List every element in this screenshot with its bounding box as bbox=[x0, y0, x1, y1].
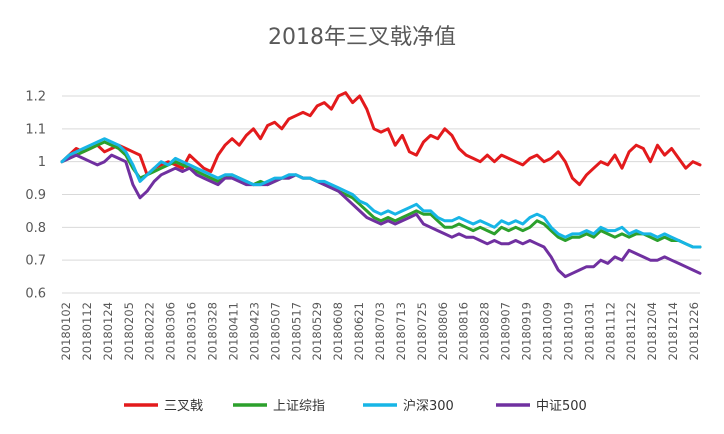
x-tick-label: 20180621 bbox=[352, 302, 366, 361]
x-tick-label: 20181112 bbox=[603, 302, 617, 361]
x-tick-label: 20181122 bbox=[624, 302, 638, 361]
x-tick-label: 20181204 bbox=[645, 302, 659, 361]
x-tick-label: 20180725 bbox=[415, 302, 429, 361]
x-tick-label: 20180517 bbox=[289, 302, 303, 361]
x-axis-ticks: 20180102 20180112 20180124 20180205 20180222… bbox=[59, 302, 701, 361]
y-tick-label: 1.1 bbox=[25, 122, 46, 137]
x-tick-label: 20181019 bbox=[561, 302, 575, 361]
y-tick-label: 0.9 bbox=[25, 188, 46, 203]
legend-label: 中证500 bbox=[536, 399, 587, 414]
x-tick-label: 20180411 bbox=[226, 302, 240, 361]
x-tick-label: 20180507 bbox=[268, 302, 282, 361]
y-axis-ticks: 0.6 0.7 0.8 0.9 1 1.1 1.2 bbox=[25, 90, 46, 302]
x-tick-label: 20180124 bbox=[101, 302, 115, 361]
x-tick-label: 20180306 bbox=[164, 302, 178, 361]
x-tick-label: 20181031 bbox=[582, 302, 596, 361]
legend: 三叉戟 上证综指 沪深300 中证500 bbox=[124, 398, 587, 414]
x-tick-label: 20180112 bbox=[80, 302, 94, 361]
x-tick-label: 20180529 bbox=[310, 302, 324, 361]
y-tick-label: 0.7 bbox=[25, 254, 46, 269]
y-tick-label: 0.8 bbox=[25, 221, 46, 236]
series-line-2 bbox=[60, 137, 702, 249]
x-tick-label: 20180806 bbox=[436, 302, 450, 361]
x-tick-label: 20180423 bbox=[247, 302, 261, 361]
x-tick-label: 20181214 bbox=[666, 302, 680, 361]
x-tick-label: 20181009 bbox=[540, 302, 554, 361]
y-tick-label: 1 bbox=[38, 155, 46, 170]
x-tick-label: 20180608 bbox=[331, 302, 345, 361]
x-tick-label: 20180907 bbox=[499, 302, 513, 361]
x-tick-label: 20180222 bbox=[143, 302, 157, 361]
series-line-0 bbox=[60, 91, 702, 187]
legend-label: 三叉戟 bbox=[164, 399, 203, 414]
grid-lines bbox=[62, 95, 700, 294]
x-tick-label: 20180102 bbox=[59, 302, 73, 361]
x-tick-label: 20180816 bbox=[457, 302, 471, 361]
x-tick-label: 20180316 bbox=[185, 302, 199, 361]
x-tick-label: 20180919 bbox=[520, 302, 534, 361]
x-tick-label: 20180703 bbox=[373, 302, 387, 361]
x-tick-label: 20181226 bbox=[687, 302, 701, 361]
series-line-3 bbox=[60, 153, 702, 279]
legend-label: 上证综指 bbox=[273, 399, 325, 414]
x-tick-label: 20180713 bbox=[394, 302, 408, 361]
chart-title: 2018年三叉戟净值 bbox=[268, 25, 456, 50]
x-tick-label: 20180205 bbox=[122, 302, 136, 361]
y-tick-label: 1.2 bbox=[25, 90, 46, 105]
x-tick-label: 20180328 bbox=[206, 302, 220, 361]
y-tick-label: 0.6 bbox=[25, 287, 46, 302]
x-tick-label: 20180828 bbox=[478, 302, 492, 361]
legend-label: 沪深300 bbox=[403, 398, 454, 414]
series-lines bbox=[60, 91, 702, 279]
